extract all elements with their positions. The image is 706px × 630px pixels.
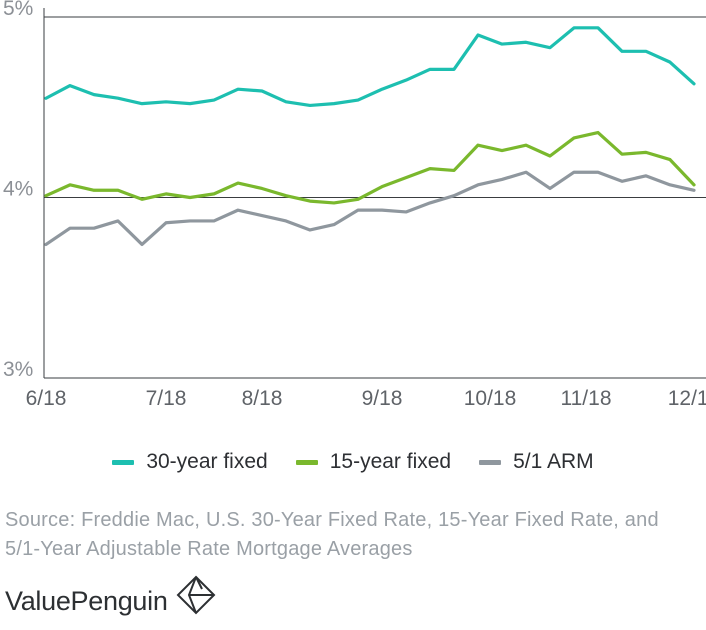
legend-item-30-year: 30-year fixed (112, 450, 268, 474)
x-tick-label: 10/18 (464, 387, 517, 410)
chart-legend: 30-year fixed 15-year fixed 5/1 ARM (0, 444, 706, 480)
x-axis-ticks: 6/18 7/18 8/18 9/18 10/18 11/18 12/18 (26, 387, 706, 410)
series-line-30-year-fixed (44, 26, 696, 108)
chart-gridlines (43, 8, 706, 379)
legend-label-15-year: 15-year fixed (329, 450, 452, 473)
valuepenguin-diamond-logo-icon (176, 575, 215, 614)
legend-swatch-30-year (112, 459, 135, 465)
series-line-5-1-arm (44, 170, 696, 247)
x-tick-label: 7/18 (146, 387, 187, 410)
source-note: Source: Freddie Mac, U.S. 30-Year Fixed … (5, 509, 659, 560)
chart-series (44, 26, 696, 247)
mortgage-rate-line-chart: 5% 4% 3% 6/18 7/18 8/18 9/18 10/18 11/18 12/18 (3, 0, 706, 410)
x-tick-label: 12/18 (668, 387, 706, 410)
legend-swatch-15-year (295, 459, 318, 465)
brand-logo-block: ValuePenguin (5, 575, 216, 617)
x-tick-label: 6/18 (26, 387, 67, 410)
legend-item-15-year: 15-year fixed (295, 450, 452, 474)
x-tick-label: 8/18 (242, 387, 283, 410)
legend-item-5-1-arm: 5/1 ARM (479, 450, 594, 474)
brand-name: ValuePenguin (5, 586, 168, 616)
y-tick-label: 5% (3, 0, 33, 20)
legend-label-5-1-arm: 5/1 ARM (513, 450, 594, 473)
legend-swatch-5-1-arm (479, 459, 502, 465)
legend-label-30-year: 30-year fixed (146, 450, 268, 473)
x-tick-label: 11/18 (561, 387, 612, 410)
y-tick-label: 4% (3, 178, 33, 201)
series-line-15-year-fixed (44, 130, 696, 205)
x-tick-label: 9/18 (362, 387, 403, 410)
y-tick-label: 3% (3, 358, 33, 381)
y-axis-ticks: 5% 4% 3% (3, 0, 33, 381)
